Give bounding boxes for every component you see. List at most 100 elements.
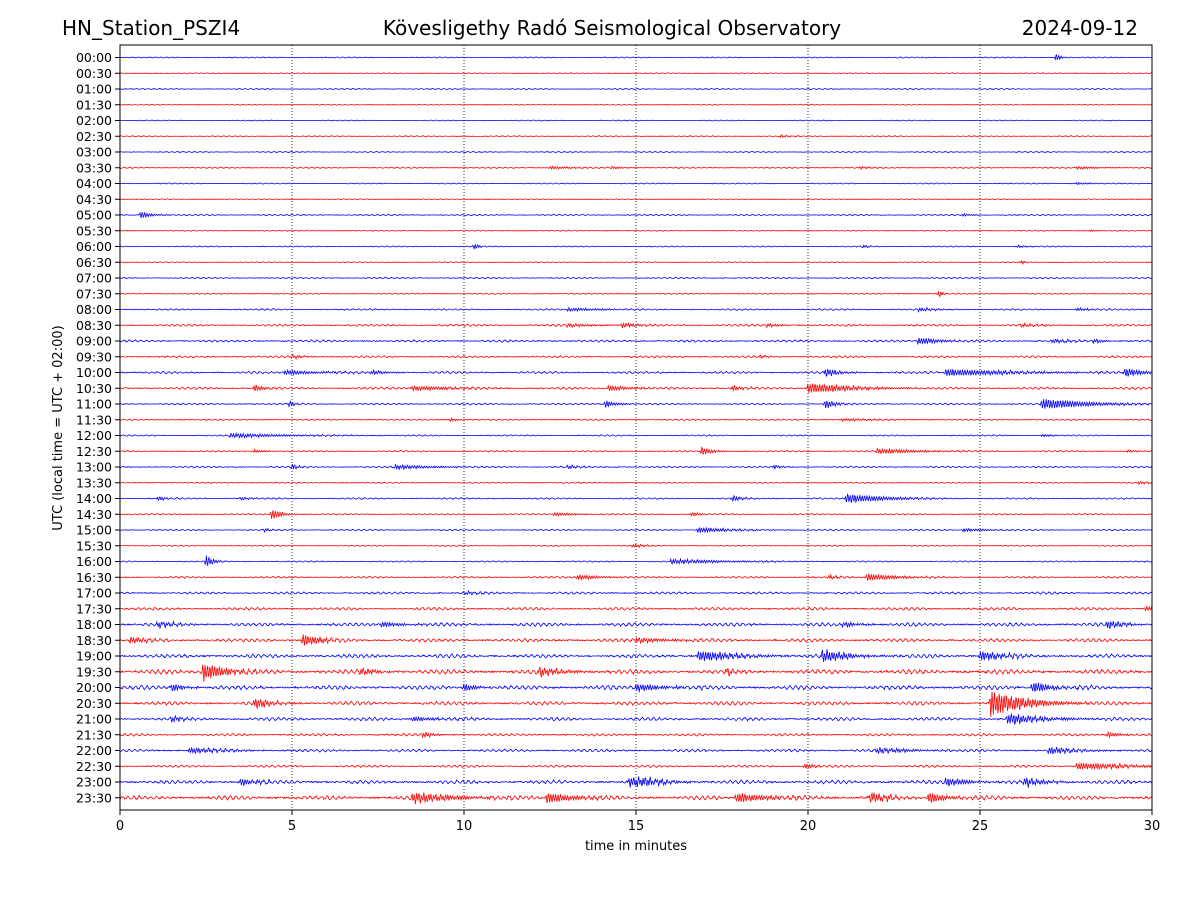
trace-2100 — [119, 713, 1153, 726]
row-label-1130: 11:30 — [76, 412, 112, 427]
row-label-0700: 07:00 — [76, 271, 112, 286]
row-label-0200: 02:00 — [76, 113, 112, 128]
station-title: HN_Station_PSZI4 — [62, 16, 240, 40]
row-label-0330: 03:30 — [76, 160, 112, 175]
trace-0500 — [120, 211, 1153, 219]
row-label-0130: 01:30 — [76, 97, 112, 112]
trace-0400 — [119, 181, 1153, 186]
trace-0230 — [119, 134, 1153, 138]
row-label-0430: 04:30 — [76, 192, 112, 207]
row-label-1530: 15:30 — [76, 538, 112, 553]
row-label-1430: 14:30 — [76, 507, 112, 522]
trace-2030 — [119, 691, 1153, 717]
trace-1900 — [120, 649, 1153, 662]
trace-1800 — [119, 619, 1153, 630]
trace-0930 — [119, 353, 1153, 361]
row-label-0600: 06:00 — [76, 239, 112, 254]
trace-0730 — [119, 291, 1153, 298]
row-label-0830: 08:30 — [76, 318, 112, 333]
x-tick-label: 5 — [288, 819, 296, 834]
trace-0900 — [119, 337, 1153, 345]
trace-1700 — [119, 589, 1153, 596]
trace-0200 — [119, 119, 1153, 122]
trace-1030 — [119, 383, 1153, 394]
trace-0430 — [119, 198, 1152, 201]
row-label-2030: 20:30 — [76, 696, 112, 711]
trace-1100 — [119, 399, 1152, 409]
trace-1200 — [119, 431, 1153, 439]
row-label-1600: 16:00 — [76, 554, 112, 569]
x-tick-label: 0 — [116, 819, 124, 834]
trace-0130 — [119, 103, 1152, 106]
trace-0630 — [120, 259, 1153, 265]
trace-1000 — [119, 368, 1153, 377]
row-label-2330: 23:30 — [76, 790, 112, 805]
row-label-1900: 19:00 — [76, 649, 112, 664]
row-label-0100: 01:00 — [76, 82, 112, 97]
trace-1300 — [119, 463, 1153, 471]
trace-1400 — [119, 493, 1153, 504]
row-label-2300: 23:00 — [76, 775, 112, 790]
row-label-0930: 09:30 — [76, 349, 112, 364]
trace-0530 — [119, 229, 1152, 233]
y-axis-label: UTC (local time = UTC + 02:00) — [51, 325, 66, 530]
trace-0830 — [119, 321, 1153, 329]
x-tick-label: 30 — [1144, 819, 1161, 834]
row-label-1930: 19:30 — [76, 664, 112, 679]
row-label-2200: 22:00 — [76, 743, 112, 758]
trace-0000 — [119, 53, 1153, 61]
seismic-traces — [119, 53, 1153, 805]
x-tick-label: 25 — [972, 819, 989, 834]
x-ticks: 0 5 10 15 20 25 30 — [116, 810, 1160, 834]
row-label-1200: 12:00 — [76, 428, 112, 443]
y-tick-labels: 00:0000:3001:0001:3002:0002:3003:0003:30… — [76, 50, 120, 805]
row-label-0530: 05:30 — [76, 223, 112, 238]
row-label-0900: 09:00 — [76, 334, 112, 349]
row-label-2000: 20:00 — [76, 680, 112, 695]
row-label-0800: 08:00 — [76, 302, 112, 317]
trace-1230 — [119, 446, 1153, 455]
trace-0600 — [119, 243, 1153, 250]
trace-0330 — [119, 165, 1153, 171]
row-label-2100: 21:00 — [76, 712, 112, 727]
date-title: 2024-09-12 — [1022, 16, 1138, 40]
row-label-1030: 10:30 — [76, 381, 112, 396]
row-label-1700: 17:00 — [76, 586, 112, 601]
trace-0700 — [119, 276, 1153, 280]
row-label-1000: 10:00 — [76, 365, 112, 380]
row-label-2230: 22:30 — [76, 759, 112, 774]
trace-1130 — [119, 417, 1153, 423]
row-label-1100: 11:00 — [76, 397, 112, 412]
row-label-0630: 06:30 — [76, 255, 112, 270]
row-label-1500: 15:00 — [76, 523, 112, 538]
row-label-0000: 00:00 — [76, 50, 112, 65]
x-tick-label: 20 — [800, 819, 817, 834]
row-label-1830: 18:30 — [76, 633, 112, 648]
trace-2330 — [119, 792, 1153, 805]
row-label-0030: 00:30 — [76, 66, 112, 81]
row-label-0230: 02:30 — [76, 129, 112, 144]
row-label-1230: 12:30 — [76, 444, 112, 459]
trace-1930 — [120, 664, 1152, 682]
trace-2130 — [119, 730, 1153, 739]
x-tick-label: 15 — [628, 819, 645, 834]
trace-0300 — [119, 150, 1153, 154]
trace-1730 — [119, 605, 1153, 612]
trace-1530 — [119, 543, 1153, 549]
trace-1330 — [119, 480, 1153, 486]
row-label-2130: 21:30 — [76, 727, 112, 742]
trace-0800 — [120, 306, 1153, 313]
row-label-0730: 07:30 — [76, 286, 112, 301]
observatory-title: Kövesligethy Radó Seismological Observat… — [383, 16, 841, 40]
row-label-0500: 05:00 — [76, 208, 112, 223]
trace-1500 — [120, 526, 1153, 534]
trace-0030 — [119, 72, 1153, 75]
x-axis-label: time in minutes — [585, 839, 687, 854]
trace-0100 — [120, 87, 1153, 91]
row-label-1730: 17:30 — [76, 601, 112, 616]
row-label-0300: 03:00 — [76, 145, 112, 160]
row-label-1300: 13:00 — [76, 460, 112, 475]
plot-frame — [119, 44, 1153, 811]
